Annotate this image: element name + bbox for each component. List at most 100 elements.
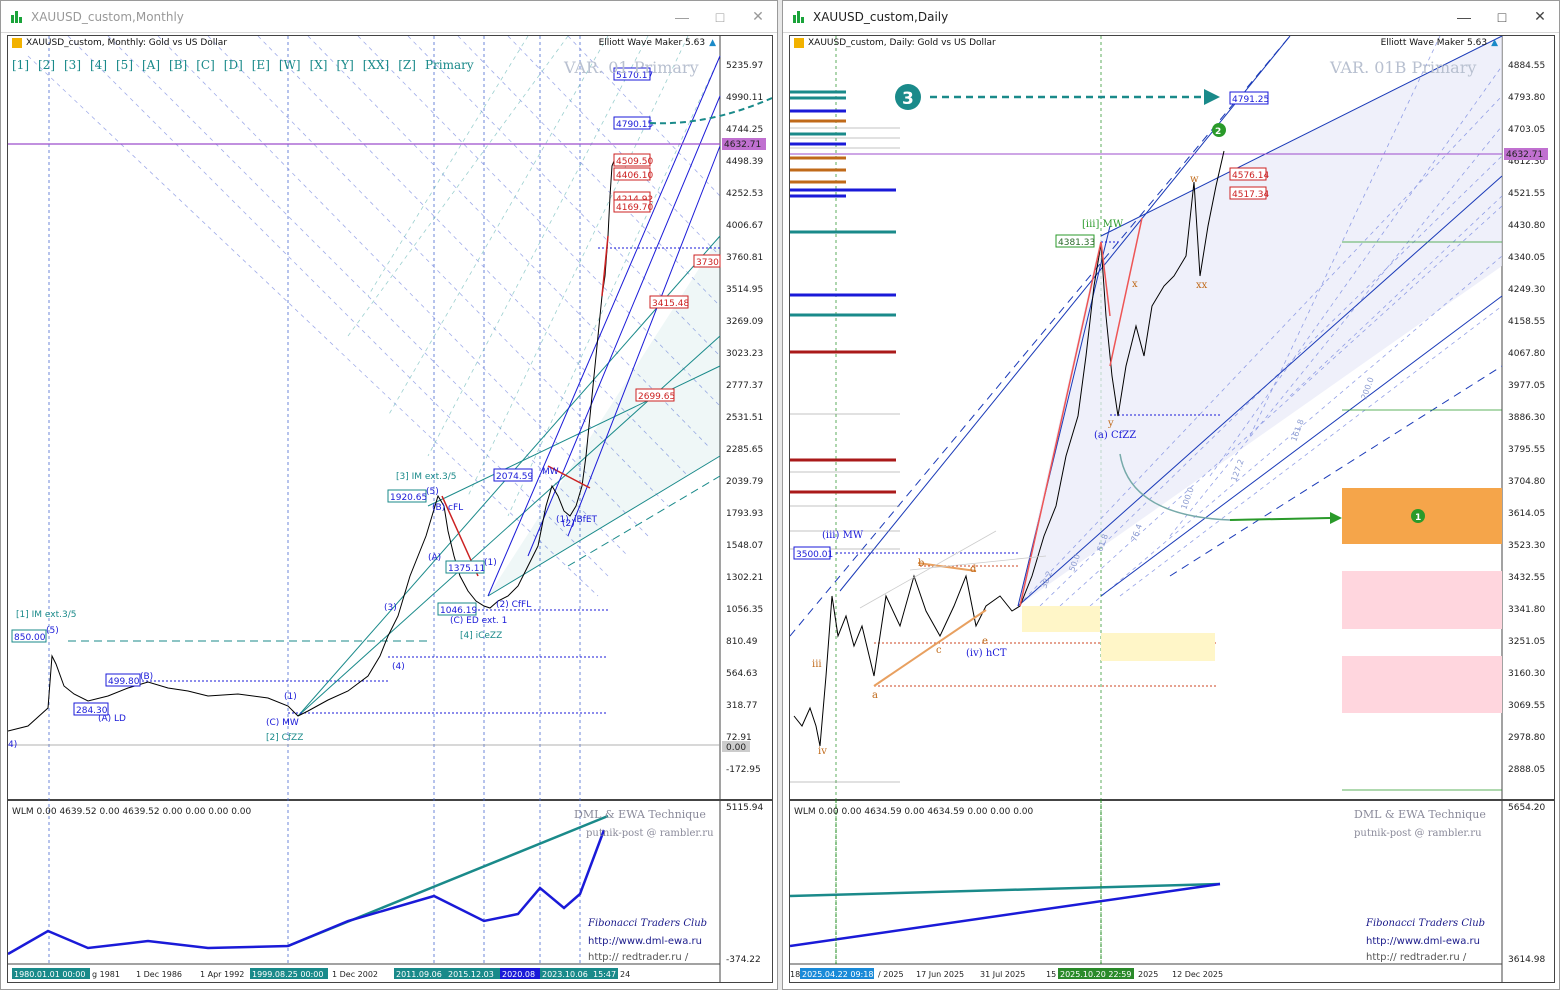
time-tick: 2025.10.20 22:59 (1060, 970, 1131, 979)
subpanel-tick: 5115.94 (726, 803, 763, 813)
price-box: 284.30 (76, 706, 108, 716)
marker-3-icon: 3 (902, 89, 914, 109)
monthly-chart-area[interactable]: [1] IM ext.3/5 (5) (A) LD (B) (1) (C) MW… (7, 35, 773, 983)
price-tick: 2285.65 (726, 445, 763, 455)
price-tick: 3523.30 (1508, 541, 1545, 551)
wave-label: (4) (392, 662, 405, 672)
wave-button[interactable]: [2] (38, 58, 55, 72)
wave-label: iv (818, 746, 827, 757)
wave-label: [2] CfZZ (266, 733, 303, 743)
price-axis: 5235.97 4990.11 4744.25 4498.39 4252.53 … (722, 61, 766, 775)
redtrader-url[interactable]: http:// redtrader.ru / (1366, 952, 1467, 963)
credit-technique: DML & EWA Technique (1354, 808, 1486, 821)
chart-type-icon (794, 38, 804, 48)
price-tick: 3432.55 (1508, 573, 1545, 583)
graduation-cap-icon[interactable]: ▲ (709, 38, 716, 48)
wave-button[interactable]: [A] (142, 58, 161, 72)
window-title: XAUUSD_custom,Daily (813, 9, 949, 24)
wave-label: w (1190, 174, 1199, 185)
price-box-red: 4406.10 (616, 171, 653, 181)
price-tick: 4612.30 (1508, 157, 1545, 167)
wave-button[interactable]: [3] (64, 58, 81, 72)
price-tick: 3160.30 (1508, 669, 1545, 679)
maximize-icon[interactable]: □ (715, 8, 725, 25)
graduation-cap-icon[interactable]: ▲ (1491, 38, 1498, 48)
wave-button[interactable]: [Z] (398, 58, 416, 72)
monthly-chart-window[interactable]: XAUUSD_custom,Monthly — □ ✕ (0, 0, 778, 990)
indicator-name: Elliott Wave Maker 5.63 (598, 38, 706, 48)
wave-label: (a) CfZZ (1094, 430, 1136, 441)
price-tick: 3269.09 (726, 317, 763, 327)
monthly-window-titlebar[interactable]: XAUUSD_custom,Monthly — □ ✕ (1, 1, 777, 33)
price-tick: 2531.51 (726, 413, 763, 423)
wlm-subpanel: 5115.94 -374.22 WLM 0.00 4639.52 0.00 46… (8, 803, 763, 965)
wave-label: [4] iCeZZ (460, 631, 502, 641)
wave-degree-buttons: [1] [2] [3] [4] [5] [A] [B] [C] [D] [E] [W] [X] [Y] [… (12, 58, 483, 72)
close-icon[interactable]: ✕ (752, 8, 764, 24)
time-tick: 24 (620, 970, 630, 979)
wave-label: (5) (46, 626, 59, 636)
price-tick: 4249.30 (1508, 285, 1545, 295)
wave-label: x (1132, 279, 1138, 290)
time-tick: 2020.08 (502, 970, 535, 979)
wave-button[interactable]: [W] (278, 58, 301, 72)
price-box-green: 4381.33 (1058, 238, 1095, 248)
price-tick: 2978.80 (1508, 733, 1545, 743)
price-tick: 3795.55 (1508, 445, 1545, 455)
minimize-icon[interactable]: — (1457, 8, 1471, 25)
wave-button[interactable]: [C] (196, 58, 215, 72)
daily-chart-window[interactable]: XAUUSD_custom,Daily — □ ✕ (782, 0, 1560, 990)
price-box-red: 4169.70 (616, 203, 653, 213)
price-tick: 1056.35 (726, 605, 763, 615)
price-box-red: 3415.48 (652, 299, 689, 309)
maximize-icon[interactable]: □ (1497, 8, 1507, 25)
close-icon[interactable]: ✕ (1534, 8, 1546, 24)
wave-button[interactable]: [E] (251, 58, 270, 72)
price-tick: 4703.05 (1508, 125, 1545, 135)
chart-type-icon (12, 38, 22, 48)
price-box: 4791.25 (1232, 95, 1269, 105)
price-tick: 4744.25 (726, 125, 763, 135)
daily-chart-area[interactable]: 3 2 1 4791.25 3500.01 4576.14 4517.34 43… (789, 35, 1555, 983)
wave-button[interactable]: [XX] (362, 58, 390, 72)
price-box: 4790.15 (616, 120, 653, 130)
price-tick: 4006.67 (726, 221, 763, 231)
price-tick: 3977.05 (1508, 381, 1545, 391)
marker-2-icon: 2 (1215, 127, 1221, 137)
wave-button[interactable]: [X] (309, 58, 328, 72)
wave-button[interactable]: [1] (12, 58, 29, 72)
price-box: 850.00 (14, 633, 46, 643)
wave-button[interactable]: [4] (90, 58, 107, 72)
wave-button[interactable]: Primary (424, 58, 474, 72)
minimize-icon[interactable]: — (675, 8, 689, 25)
monthly-chart-svg: [1] IM ext.3/5 (5) (A) LD (B) (1) (C) MW… (8, 36, 772, 982)
price-tick: 4340.05 (1508, 253, 1545, 263)
time-tick: / 2025 (878, 970, 904, 979)
price-tick: 1302.21 (726, 573, 763, 583)
variant-watermark: VAR. 01 Primary (564, 58, 699, 77)
wave-button[interactable]: [B] (169, 58, 188, 72)
time-tick: 2011.09.06 (396, 970, 442, 979)
wave-button[interactable]: [D] (223, 58, 243, 72)
wave-button[interactable]: [Y] (336, 58, 354, 72)
price-box: 3500.01 (796, 550, 833, 560)
wave-label: (C) ED ext. 1 (450, 616, 507, 626)
club-url[interactable]: http://www.dml-ewa.ru (588, 936, 702, 947)
wave-label: [iii] MW (1082, 219, 1124, 230)
price-tick: 3704.80 (1508, 477, 1545, 487)
price-tick: 4498.39 (726, 157, 763, 167)
price-tick: 318.77 (726, 701, 758, 711)
club-url[interactable]: http://www.dml-ewa.ru (1366, 936, 1480, 947)
wave-label: d (970, 564, 977, 575)
price-tick: 3514.95 (726, 285, 763, 295)
redtrader-url[interactable]: http:// redtrader.ru / (588, 952, 689, 963)
price-box-red: 2699.65 (638, 392, 675, 402)
daily-window-titlebar[interactable]: XAUUSD_custom,Daily — □ ✕ (783, 1, 1559, 33)
price-tick: 72.91 (726, 733, 752, 743)
price-box: 2074.59 (496, 472, 533, 482)
price-tick: 3023.23 (726, 349, 763, 359)
price-tick: 4990.11 (726, 93, 763, 103)
wave-button[interactable]: [5] (116, 58, 133, 72)
wave-label: a (872, 690, 878, 701)
wave-label: iii (812, 659, 822, 670)
